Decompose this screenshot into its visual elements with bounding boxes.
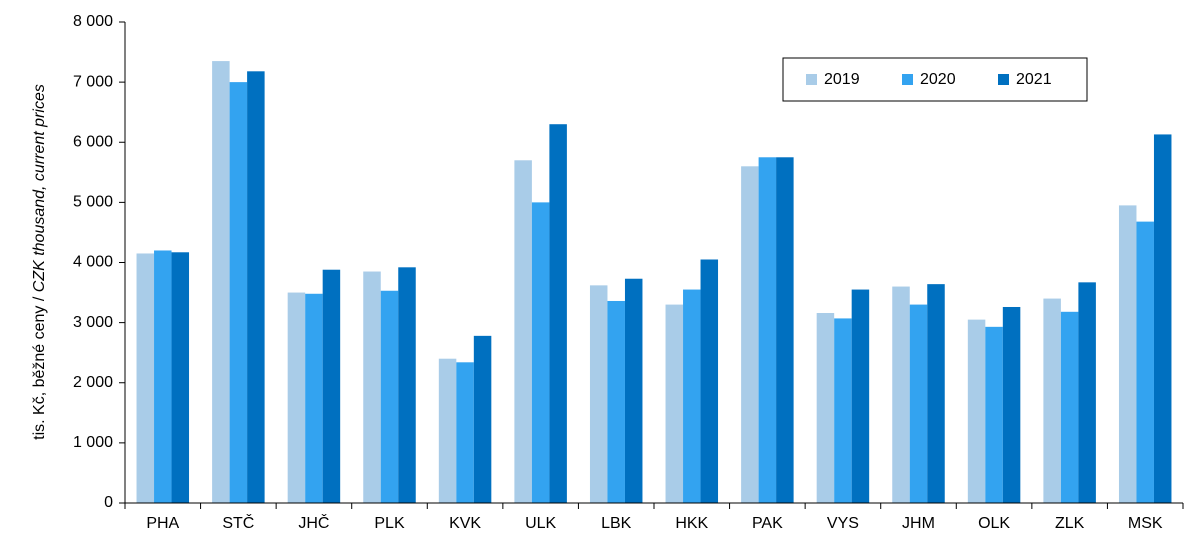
bar: [531, 202, 550, 503]
y-tick-label: 2 000: [73, 374, 113, 391]
bar: [758, 157, 777, 503]
x-tick-label: VYS: [827, 515, 859, 532]
bar: [322, 269, 341, 503]
legend-label: 2020: [920, 71, 956, 88]
bar: [607, 300, 625, 503]
x-tick-label: ZLK: [1055, 515, 1085, 532]
legend-label: 2019: [824, 71, 860, 88]
bar: [1060, 311, 1079, 503]
y-tick-label: 8 000: [73, 13, 113, 30]
legend-swatch: [806, 74, 817, 85]
bar: [683, 289, 701, 503]
bar: [473, 335, 492, 503]
bar: [380, 290, 399, 503]
bar: [967, 319, 986, 503]
y-axis-label-czech: tis. Kč, běžné ceny /: [31, 292, 48, 440]
x-tick-label: MSK: [1128, 515, 1163, 532]
y-tick-label: 3 000: [73, 314, 113, 331]
bar: [892, 286, 910, 503]
bar: [1153, 134, 1172, 503]
bar: [1002, 306, 1021, 503]
bar: [834, 318, 852, 503]
bar: [1136, 221, 1154, 504]
legend-swatch: [902, 74, 913, 85]
x-tick-label: OLK: [978, 515, 1010, 532]
y-tick-label: 6 000: [73, 133, 113, 150]
x-tick-label: ULK: [525, 515, 556, 532]
bar: [456, 362, 474, 503]
bar: [909, 304, 928, 503]
bar: [700, 259, 719, 503]
y-tick-label: 4 000: [73, 254, 113, 271]
y-tick-label: 1 000: [73, 434, 113, 451]
x-tick-label: JHM: [902, 515, 935, 532]
legend-label: 2021: [1016, 71, 1052, 88]
bar: [1078, 282, 1096, 503]
bar: [927, 284, 945, 503]
y-axis-label-english: CZK thousand, current prices: [31, 84, 48, 292]
y-axis-label: tis. Kč, běžné ceny / CZK thousand, curr…: [31, 84, 48, 440]
x-tick-label: PHA: [146, 515, 179, 532]
x-tick-label: KVK: [449, 515, 481, 532]
bar: [514, 160, 532, 503]
legend: 2019 2020 2021: [782, 57, 1088, 102]
bar: [665, 304, 684, 503]
bar: [985, 326, 1003, 503]
bar: [776, 157, 794, 503]
x-tick-label: PLK: [374, 515, 405, 532]
x-tick-label: HKK: [675, 515, 708, 532]
x-tick-label: JHČ: [298, 513, 329, 532]
bar: [741, 166, 759, 504]
bar: [589, 285, 608, 503]
legend-swatch: [998, 74, 1009, 85]
bar: [305, 293, 323, 503]
bar: [136, 253, 155, 503]
x-tick-label: PAK: [752, 515, 783, 532]
bar: [851, 289, 870, 503]
bar: [171, 252, 190, 503]
bar: [624, 278, 643, 503]
bar: [212, 61, 230, 504]
bar: [1043, 298, 1061, 503]
bar: [398, 267, 416, 503]
bar: [287, 292, 306, 503]
bar: [1118, 205, 1137, 503]
y-tick-label: 7 000: [73, 73, 113, 90]
bar: [247, 71, 265, 504]
legend-box: [782, 57, 1088, 102]
y-tick-label: 0: [104, 494, 113, 511]
y-tick-label: 5 000: [73, 194, 113, 211]
bar: [438, 358, 457, 503]
bar: [154, 250, 172, 503]
bar: [363, 271, 381, 503]
x-tick-label: STČ: [222, 513, 254, 532]
bar: [549, 124, 567, 504]
bar: [816, 313, 835, 503]
x-tick-label: LBK: [601, 515, 632, 532]
bar: [229, 82, 248, 503]
